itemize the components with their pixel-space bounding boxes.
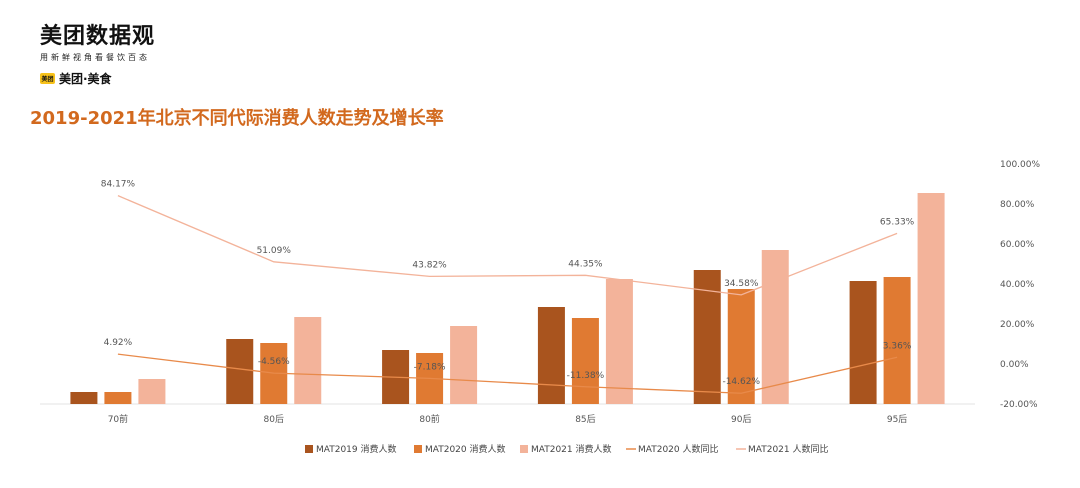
brand-name: 美团·美食 bbox=[59, 71, 112, 86]
meituan-badge-icon: 美团 bbox=[40, 72, 55, 84]
bar-mat2019 bbox=[849, 281, 877, 404]
y-axis-tick-label: 20.00% bbox=[1000, 320, 1035, 330]
legend-label: MAT2020 消费人数 bbox=[425, 443, 506, 455]
logo: 美团数据观 用新鲜视角看餐饮百态 美团 美团·美食 bbox=[40, 22, 220, 86]
data-label: 51.09% bbox=[257, 246, 292, 256]
line-mat2021-yoy bbox=[117, 195, 898, 296]
bar-mat2021 bbox=[294, 317, 322, 404]
x-axis-category-label: 80前 bbox=[419, 413, 439, 425]
bar-mat2020 bbox=[727, 289, 755, 404]
y-axis-tick-label: 80.00% bbox=[1000, 200, 1035, 210]
data-label: -14.62% bbox=[722, 377, 760, 387]
data-label: -11.38% bbox=[567, 371, 605, 381]
bar-mat2021 bbox=[761, 250, 789, 404]
bar-mat2020 bbox=[571, 318, 599, 404]
line-mat2020-yoy bbox=[117, 353, 898, 394]
logo-subtitle: 用新鲜视角看餐饮百态 bbox=[40, 53, 150, 62]
y-axis-tick-label: 100.00% bbox=[1000, 160, 1040, 170]
data-label: -7.18% bbox=[414, 362, 446, 372]
y-axis-tick-label: 60.00% bbox=[1000, 240, 1035, 250]
bar-mat2019 bbox=[537, 307, 565, 404]
bar-mat2021 bbox=[917, 193, 945, 404]
x-axis-category-label: 70前 bbox=[108, 413, 128, 425]
legend-label: MAT2019 消费人数 bbox=[316, 443, 397, 455]
x-axis-category-label: 95后 bbox=[887, 414, 907, 425]
data-label: -4.56% bbox=[258, 357, 290, 367]
x-axis-category-label: 85后 bbox=[575, 414, 595, 425]
bar-mat2021 bbox=[138, 379, 166, 404]
legend-swatch bbox=[305, 445, 313, 453]
brand-mark: 美团 美团·美食 bbox=[40, 70, 220, 86]
bar-mat2019 bbox=[70, 392, 98, 404]
y-axis-tick-label: 40.00% bbox=[1000, 280, 1035, 290]
x-axis-category-label: 90后 bbox=[731, 414, 751, 425]
data-label: 3.36% bbox=[883, 341, 912, 351]
y-axis-tick-label: 0.00% bbox=[1000, 360, 1029, 370]
data-label: 34.58% bbox=[724, 279, 759, 289]
bar-mat2020 bbox=[104, 392, 132, 404]
data-label: 65.33% bbox=[880, 217, 915, 227]
legend-label: MAT2021 人数同比 bbox=[748, 443, 829, 455]
logo-title: 美团数据观 bbox=[40, 24, 156, 49]
bar-mat2021 bbox=[450, 326, 478, 404]
legend-swatch bbox=[520, 445, 528, 453]
page-title: 2019-2021年北京不同代际消费人数走势及增长率 bbox=[30, 108, 444, 129]
data-label: 4.92% bbox=[104, 338, 133, 348]
legend-label: MAT2020 人数同比 bbox=[638, 443, 719, 455]
legend-swatch bbox=[414, 445, 422, 453]
y-axis-tick-label: -20.00% bbox=[1000, 400, 1038, 410]
bar-mat2021 bbox=[605, 279, 633, 404]
data-label: 44.35% bbox=[568, 259, 603, 269]
legend-label: MAT2021 消费人数 bbox=[531, 443, 612, 455]
bar-mat2019 bbox=[226, 339, 254, 404]
bar-mat2020 bbox=[883, 277, 911, 404]
x-axis-category-label: 80后 bbox=[264, 414, 284, 425]
data-label: 43.82% bbox=[412, 260, 447, 270]
data-label: 84.17% bbox=[101, 180, 136, 190]
